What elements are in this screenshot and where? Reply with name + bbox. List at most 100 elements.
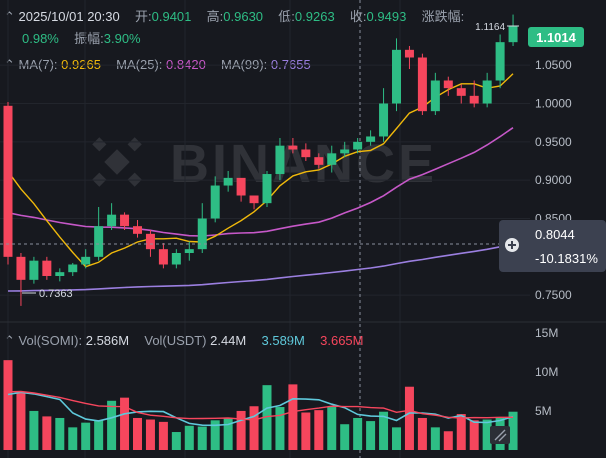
- candle-body: [145, 233, 155, 250]
- candle-body: [197, 218, 207, 250]
- volume-bar: [404, 386, 414, 450]
- candle-body: [171, 253, 181, 265]
- volume-bar: [158, 421, 168, 450]
- settings-corner-icon[interactable]: [490, 426, 510, 444]
- watermark-text: BINANCE: [170, 134, 437, 194]
- volume-bar: [443, 431, 453, 450]
- candle-body: [16, 256, 26, 280]
- volume-bar: [210, 420, 220, 450]
- volume-bar: [145, 419, 155, 450]
- volume-bar: [223, 417, 233, 450]
- ma25-label: MA(25):: [116, 57, 163, 72]
- candle-body: [55, 272, 65, 276]
- volume-ma2-line: [7, 390, 513, 421]
- candle-body: [482, 80, 492, 104]
- price-axis-label: 0.9000: [535, 173, 572, 187]
- candle-body: [68, 264, 78, 273]
- volume-ma1-line: [7, 391, 514, 427]
- volume-bar: [301, 412, 311, 450]
- price-axis-label: 1.0500: [535, 58, 572, 72]
- volume-bar: [327, 407, 337, 450]
- low-value: 0.9263: [294, 9, 335, 24]
- candle-body: [29, 260, 39, 280]
- candle-body: [379, 103, 389, 137]
- amplitude-label: 振幅:: [74, 31, 104, 46]
- volume-bar: [29, 410, 39, 450]
- candles: [3, 14, 518, 306]
- candle-body: [133, 226, 142, 234]
- low-marker: 0.7363: [39, 288, 73, 300]
- crosshair-price-box[interactable]: 0.8044 -10.1831%: [499, 220, 606, 272]
- volume-bar: [456, 414, 466, 450]
- change-label: 涨跌幅:: [421, 9, 465, 24]
- candle-body: [430, 80, 440, 112]
- binance-logo-icon: [92, 137, 142, 187]
- volume-bar: [275, 407, 285, 450]
- current-price: 1.1014: [536, 30, 577, 45]
- volume-bar: [249, 406, 259, 450]
- volume-bar: [262, 385, 272, 450]
- volume-bar: [366, 421, 376, 450]
- vol-ma1-value: 3.589M: [261, 333, 305, 348]
- candle-body: [392, 49, 401, 104]
- volume-bar: [197, 426, 207, 450]
- candle-body: [327, 153, 337, 165]
- candle-body: [3, 105, 13, 257]
- candle-time-toggle-icon[interactable]: ⌃: [4, 9, 15, 24]
- candle-body: [184, 249, 194, 253]
- volume-axis-label: 10M: [535, 365, 558, 379]
- vol-somi-label: Vol(SOMI):: [18, 333, 83, 348]
- vol-somi-value: 2.586M: [85, 333, 130, 348]
- volume-bar: [42, 416, 52, 450]
- candle-body: [81, 256, 91, 265]
- volume-bars: [3, 360, 518, 450]
- high-marker: 1.1164: [475, 22, 505, 33]
- candle-body: [404, 49, 414, 58]
- volume-bar: [133, 417, 142, 450]
- ma-toggle-icon[interactable]: ⌃: [4, 57, 15, 72]
- crosshair-price: 0.8044: [535, 227, 575, 242]
- candle-body: [120, 214, 130, 227]
- volume-bar: [314, 410, 324, 450]
- volume-bar: [430, 427, 440, 450]
- vol-usdt-label: Vol(USDT): [144, 333, 207, 348]
- volume-bar: [508, 411, 518, 450]
- candle-body: [236, 177, 246, 196]
- candle-body: [42, 260, 52, 276]
- volume-bar: [184, 425, 194, 450]
- volume-bar: [392, 427, 401, 450]
- ohlc-header: ⌃ 2025/10/01 20:30 开:0.9401 高:0.9630 低:0…: [4, 6, 464, 25]
- price-axis-label: 0.9500: [535, 135, 572, 149]
- volume-bar: [120, 397, 130, 450]
- candle-datetime: 2025/10/01 20:30: [18, 9, 120, 24]
- candle-body: [353, 141, 363, 150]
- candle-body: [495, 42, 505, 81]
- volume-bar: [353, 417, 363, 450]
- low-label: 低:: [278, 9, 295, 24]
- volume-bar: [236, 410, 246, 450]
- candle-body: [249, 195, 259, 204]
- crosshair-change: -10.1831%: [535, 251, 598, 266]
- volume-bar: [340, 424, 350, 450]
- volume-bar: [68, 427, 78, 450]
- candle-body: [288, 145, 298, 150]
- open-value: 0.9401: [151, 9, 192, 24]
- volume-bar: [288, 384, 298, 450]
- candle-body: [301, 149, 311, 158]
- volume-bar: [16, 392, 26, 450]
- price-axis-label: 0.7500: [535, 288, 572, 302]
- volume-bar: [55, 417, 65, 450]
- ma99-line: [7, 243, 514, 292]
- volume-toggle-icon[interactable]: ⌃: [4, 333, 15, 348]
- vol-ma2-value: 3.665M: [320, 333, 364, 348]
- close-label: 收:: [349, 9, 367, 24]
- volume-bar: [417, 417, 427, 450]
- candle-body: [275, 145, 285, 175]
- ma-legend: ⌃ MA(7): 0.9265 MA(25): 0.8420 MA(99): 0…: [4, 57, 311, 73]
- candle-body: [340, 149, 350, 154]
- volume-bar: [94, 420, 104, 450]
- volume-bar: [81, 422, 91, 450]
- high-value: 0.9630: [223, 9, 264, 24]
- candle-body: [223, 177, 233, 186]
